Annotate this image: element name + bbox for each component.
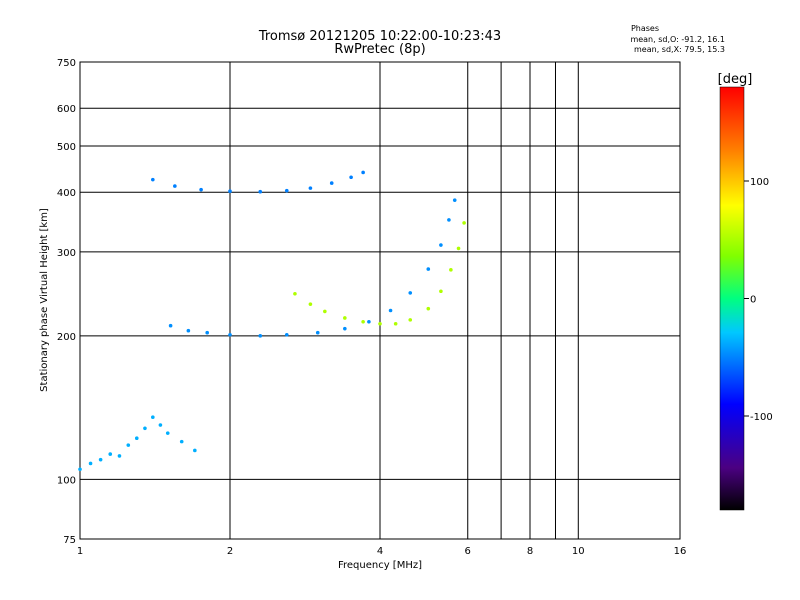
- data-point: [361, 170, 365, 175]
- data-point: [134, 436, 139, 441]
- y-tick-label: 400: [57, 188, 76, 199]
- data-point: [284, 332, 289, 337]
- colorbar-tick-label: 0: [750, 295, 756, 306]
- y-tick-label: 100: [57, 475, 76, 486]
- y-axis-ticks: 75 100 200 300 400 500 600 750: [57, 58, 76, 546]
- data-point: [367, 319, 371, 324]
- data-point: [388, 308, 393, 313]
- colorbar-tick-label: -100: [750, 412, 773, 423]
- stats-heading: Phases: [631, 24, 659, 33]
- data-point: [108, 452, 113, 456]
- data-point: [343, 316, 347, 320]
- data-point: [315, 330, 320, 335]
- data-point: [426, 306, 431, 311]
- data-point: [228, 332, 232, 337]
- data-point: [173, 184, 177, 188]
- data-point: [78, 467, 82, 472]
- x-tick-label: 6: [465, 546, 471, 557]
- data-point: [199, 187, 203, 192]
- data-point: [126, 443, 131, 447]
- data-point: [205, 330, 209, 335]
- data-point: [408, 318, 413, 322]
- y-tick-label: 600: [57, 104, 76, 115]
- x-tick-label: 8: [527, 546, 533, 557]
- y-tick-label: 500: [57, 142, 76, 153]
- y-tick-label: 200: [57, 332, 76, 343]
- data-point: [293, 291, 297, 296]
- x-axis-ticks: 1 2 4 6 8 10 16: [77, 546, 687, 557]
- colorbar: [719, 86, 745, 511]
- data-point: [452, 198, 457, 202]
- stats-line-o: mean, sd,O: -91.2, 16.1: [630, 35, 725, 44]
- data-point: [426, 267, 431, 271]
- x-tick-label: 1: [77, 546, 83, 557]
- data-point: [308, 186, 313, 190]
- chart-title: Tromsø 20121205 10:22:00-10:23:43: [258, 29, 501, 44]
- data-point: [186, 328, 191, 333]
- y-axis-label: Stationary phase Virtual Height [km]: [39, 208, 50, 392]
- data-point: [343, 326, 347, 331]
- x-tick-label: 2: [227, 546, 233, 557]
- data-point: [143, 426, 147, 431]
- data-point: [88, 461, 93, 466]
- data-point: [456, 246, 461, 251]
- data-point: [361, 319, 365, 324]
- data-point: [165, 431, 170, 435]
- data-point: [308, 302, 313, 306]
- data-point: [378, 321, 382, 326]
- data-point: [462, 221, 466, 225]
- data-point: [193, 448, 197, 453]
- data-point: [449, 268, 453, 272]
- data-point: [151, 415, 155, 420]
- stats-line-x: mean, sd,X: 79.5, 15.3: [634, 45, 725, 54]
- data-point: [439, 243, 443, 247]
- data-point: [408, 291, 413, 295]
- data-point: [439, 289, 443, 294]
- y-tick-label: 75: [63, 535, 76, 546]
- data-point: [349, 175, 353, 180]
- data-point: [329, 181, 334, 185]
- data-point: [323, 309, 327, 314]
- data-point: [447, 218, 451, 222]
- x-tick-label: 16: [674, 546, 687, 557]
- data-point: [151, 177, 155, 182]
- data-point: [284, 188, 289, 193]
- plot-grid: [80, 62, 680, 539]
- x-axis-label: Frequency [MHz]: [338, 560, 422, 571]
- data-point: [158, 423, 163, 427]
- data-point: [98, 457, 103, 462]
- colorbar-tick-label: 100: [750, 177, 769, 188]
- data-point: [179, 439, 184, 444]
- data-point: [117, 454, 122, 458]
- data-point: [258, 334, 263, 338]
- x-tick-label: 10: [572, 546, 585, 557]
- colorbar-label: [deg]: [718, 72, 753, 87]
- data-point: [168, 323, 173, 328]
- data-point: [393, 321, 398, 326]
- chart-subtitle: RwPretec (8p): [334, 42, 425, 57]
- x-tick-label: 4: [377, 546, 383, 557]
- scatter-points: [78, 170, 466, 472]
- data-point: [228, 189, 232, 193]
- colorbar-ticks: 100 0 -100: [744, 177, 773, 423]
- y-tick-label: 750: [57, 58, 76, 69]
- data-point: [258, 189, 263, 194]
- y-tick-label: 300: [57, 248, 76, 259]
